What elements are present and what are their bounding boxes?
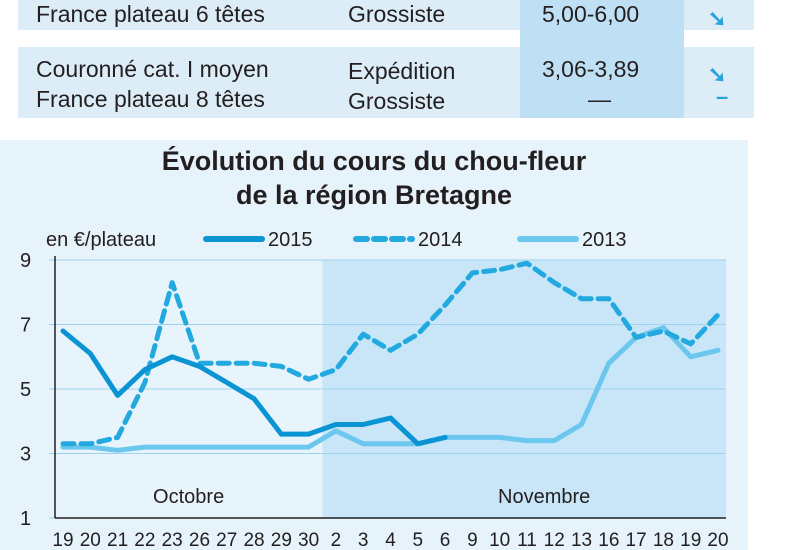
trend-stable-icon: – — [716, 84, 729, 109]
x-tick-label: 6 — [440, 530, 451, 550]
x-tick-label: 20 — [80, 530, 101, 550]
x-tick-label: 22 — [134, 530, 155, 550]
x-tick-label: 26 — [189, 530, 210, 550]
chart-title-line: Évolution du cours du chou-fleur — [161, 146, 587, 176]
x-tick-label: 27 — [216, 530, 237, 550]
y-tick-label: 1 — [20, 508, 31, 530]
x-tick-label: 9 — [467, 530, 478, 550]
series-line-2015 — [60, 328, 448, 447]
x-tick-label: 11 — [517, 530, 537, 550]
stage-cell: Grossiste — [348, 88, 446, 114]
series-line-2013 — [60, 325, 721, 453]
y-tick-label: 7 — [20, 315, 31, 337]
x-tick-label: 28 — [243, 530, 264, 550]
chart-title-line: de la région Bretagne — [235, 180, 513, 210]
stage-cell: Grossiste — [348, 1, 446, 27]
stage-cell: Expédition — [348, 58, 456, 84]
unit-label: en €/plateau — [46, 229, 156, 251]
month-label: Octobre — [153, 486, 224, 508]
x-tick-label: 21 — [107, 530, 128, 550]
product-cell: France plateau 8 têtes — [36, 86, 265, 112]
product-cell: France plateau 6 têtes — [36, 1, 265, 27]
trend-down-icon: ➘ — [708, 6, 727, 31]
x-tick-label: 5 — [413, 530, 424, 550]
x-tick-label: 19 — [680, 530, 701, 550]
x-tick-label: 16 — [598, 530, 619, 550]
y-tick-label: 9 — [20, 250, 31, 272]
legend-label: 2014 — [418, 229, 463, 251]
x-tick-label: 3 — [358, 530, 369, 550]
price-cell: 3,06-3,89 — [542, 56, 640, 82]
x-tick-label: 23 — [162, 530, 183, 550]
y-tick-label: 5 — [20, 379, 31, 401]
x-tick-label: 12 — [544, 530, 565, 550]
x-tick-label: 30 — [298, 530, 319, 550]
x-tick-label: 29 — [271, 530, 292, 550]
x-tick-label: 10 — [489, 530, 510, 550]
x-tick-label: 17 — [626, 530, 647, 550]
y-tick-label: 3 — [20, 444, 31, 466]
x-tick-label: 13 — [571, 530, 592, 550]
month-label: Novembre — [498, 486, 590, 508]
price-cell: — — [588, 86, 611, 112]
chart-title: Évolution du cours du chou-fleur de la r… — [0, 144, 748, 212]
series-line-2014 — [60, 260, 721, 447]
trend-down-icon: ➘ — [708, 62, 727, 87]
price-cell: 5,00-6,00 — [542, 1, 640, 27]
price-column — [520, 0, 684, 118]
x-tick-label: 18 — [653, 530, 674, 550]
legend-label: 2013 — [582, 229, 627, 251]
x-tick-label: 2 — [331, 530, 342, 550]
product-cell: Couronné cat. I moyen — [36, 56, 269, 82]
x-tick-label: 4 — [385, 530, 396, 550]
x-tick-label: 20 — [707, 530, 728, 550]
price-table: France plateau 6 têtes Grossiste 5,00-6,… — [0, 0, 800, 122]
legend-label: 2015 — [268, 229, 313, 251]
x-tick-label: 19 — [52, 530, 73, 550]
